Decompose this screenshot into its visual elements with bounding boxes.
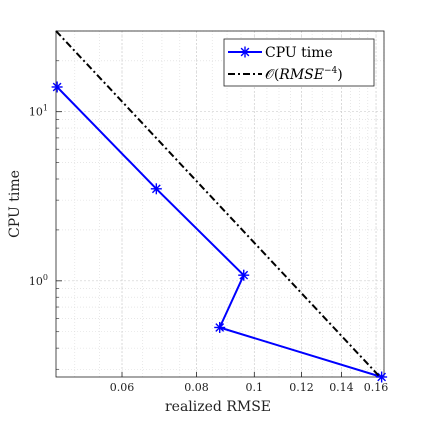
plot-frame <box>55 30 385 378</box>
legend-part-rmse: RMSE <box>278 67 324 83</box>
legend: CPU time 𝒪(RMSE−4) <box>223 38 375 87</box>
x-tick-label: 0.1 <box>246 381 264 394</box>
legend-box <box>223 38 375 87</box>
x-axis-label: realized RMSE <box>165 399 271 415</box>
y-tick-label: 100 <box>29 273 48 288</box>
data-point-5 <box>376 371 388 383</box>
legend-part-o: 𝒪( <box>265 67 279 83</box>
series-line-cpu-time <box>56 86 382 378</box>
y-axis-label: CPU time <box>7 170 23 238</box>
grid-major <box>56 31 384 377</box>
legend-asterisk <box>239 46 251 58</box>
x-tick-labels: 0.06 0.08 0.1 0.12 0.14 0.16 <box>110 381 389 394</box>
legend-part-close: ) <box>337 67 342 83</box>
axis-ticks <box>56 30 377 377</box>
series-layer <box>51 30 388 383</box>
legend-label-order-rmse: 𝒪(RMSE−4) <box>265 66 343 83</box>
x-tick-label: 0.06 <box>110 381 135 394</box>
x-tick-label: 0.16 <box>364 381 389 394</box>
data-point-4 <box>214 321 226 333</box>
x-tick-label: 0.08 <box>184 381 209 394</box>
x-tick-label: 0.12 <box>289 381 314 394</box>
legend-part-exponent: −4 <box>324 66 338 76</box>
legend-label-cpu-time: CPU time <box>265 45 333 61</box>
x-tick-label: 0.14 <box>329 381 354 394</box>
series-line-order-rmse <box>55 30 381 378</box>
data-point-2 <box>150 183 162 195</box>
legend-marker-cpu-time <box>239 46 251 58</box>
data-point-3 <box>238 269 250 281</box>
y-tick-labels: 100 101 <box>29 104 48 288</box>
data-point-1 <box>51 81 63 93</box>
y-tick-label: 101 <box>29 104 48 119</box>
